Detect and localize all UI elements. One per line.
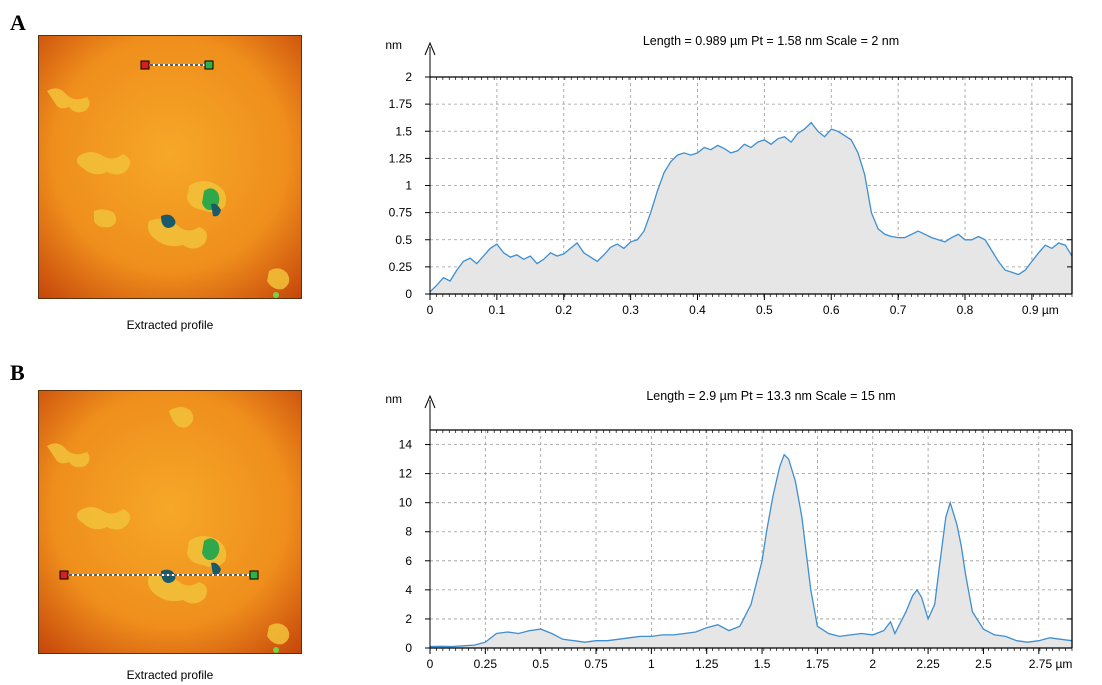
x-tick-label: 0.25	[474, 657, 498, 671]
x-tick-label: 0.1	[489, 303, 506, 317]
profile-header: Length = 2.9 µm Pt = 13.3 nm Scale = 15 …	[646, 389, 895, 403]
y-tick-label: 6	[405, 554, 412, 568]
y-tick-label: 1.5	[395, 124, 412, 138]
y-unit-label: nm	[385, 392, 402, 406]
x-tick-label: 0.4	[689, 303, 706, 317]
profile-start-marker[interactable]	[59, 570, 69, 580]
x-tick-label: 0.8	[957, 303, 974, 317]
x-tick-label: 1.75	[806, 657, 830, 671]
afm-image-a	[38, 35, 302, 299]
y-tick-label: 0.5	[395, 233, 412, 247]
y-axis-arrow	[424, 41, 436, 56]
x-tick-label: 0.2	[555, 303, 572, 317]
profile-line-series	[429, 121, 1073, 293]
panel-a-letter: A	[10, 10, 26, 35]
y-tick-label: 0.75	[389, 206, 413, 220]
x-tick-label: 1.25	[695, 657, 719, 671]
afm-caption-a: Extracted profile	[126, 318, 214, 332]
x-tick-label: 0	[427, 303, 434, 317]
y-tick-label: 12	[399, 467, 413, 481]
y-tick-label: 10	[399, 496, 413, 510]
y-tick-label: 1.25	[389, 151, 413, 165]
y-unit-label: nm	[385, 38, 402, 52]
afm-height-map	[39, 36, 301, 298]
x-tick-label: 0.75	[584, 657, 608, 671]
profile-end-marker[interactable]	[204, 60, 214, 70]
y-tick-label: 14	[399, 438, 413, 452]
x-tick-label: 0.3	[622, 303, 639, 317]
x-tick-label: 0.5	[756, 303, 773, 317]
y-tick-label: 1.75	[389, 97, 413, 111]
x-tick-label: 1.5	[754, 657, 771, 671]
y-tick-label: 2	[405, 70, 412, 84]
profile-end-marker[interactable]	[249, 570, 259, 580]
x-tick-label: 2	[869, 657, 876, 671]
profile-area	[430, 122, 1072, 294]
afm-caption-b: Extracted profile	[126, 668, 214, 682]
x-tick-label: 2.25	[916, 657, 940, 671]
profile-line-series	[429, 453, 1073, 648]
afm-image-b	[38, 390, 302, 654]
profile-start-marker[interactable]	[140, 60, 150, 70]
x-tick-label: 0.6	[823, 303, 840, 317]
y-tick-label: 0	[405, 287, 412, 301]
x-tick-label: 0.5	[532, 657, 549, 671]
x-tick-label: 1	[648, 657, 655, 671]
y-tick-label: 0.25	[389, 260, 413, 274]
y-tick-label: 4	[405, 583, 412, 597]
y-tick-label: 1	[405, 179, 412, 193]
afm-peaks	[161, 538, 279, 653]
x-tick-label: 2.75 µm	[1029, 657, 1073, 671]
afm-peaks	[161, 188, 279, 298]
y-tick-label: 8	[405, 525, 412, 539]
y-tick-label: 0	[405, 641, 412, 655]
x-tick-label: 0.7	[890, 303, 907, 317]
y-axis-arrow	[424, 394, 436, 409]
panel-b-letter: B	[10, 360, 25, 385]
x-tick-label: 2.5	[975, 657, 992, 671]
profile-header: Length = 0.989 µm Pt = 1.58 nm Scale = 2…	[643, 34, 899, 48]
afm-height-map	[39, 391, 301, 653]
x-tick-label: 0	[427, 657, 434, 671]
y-tick-label: 2	[405, 612, 412, 626]
x-tick-label: 0.9 µm	[1022, 303, 1059, 317]
